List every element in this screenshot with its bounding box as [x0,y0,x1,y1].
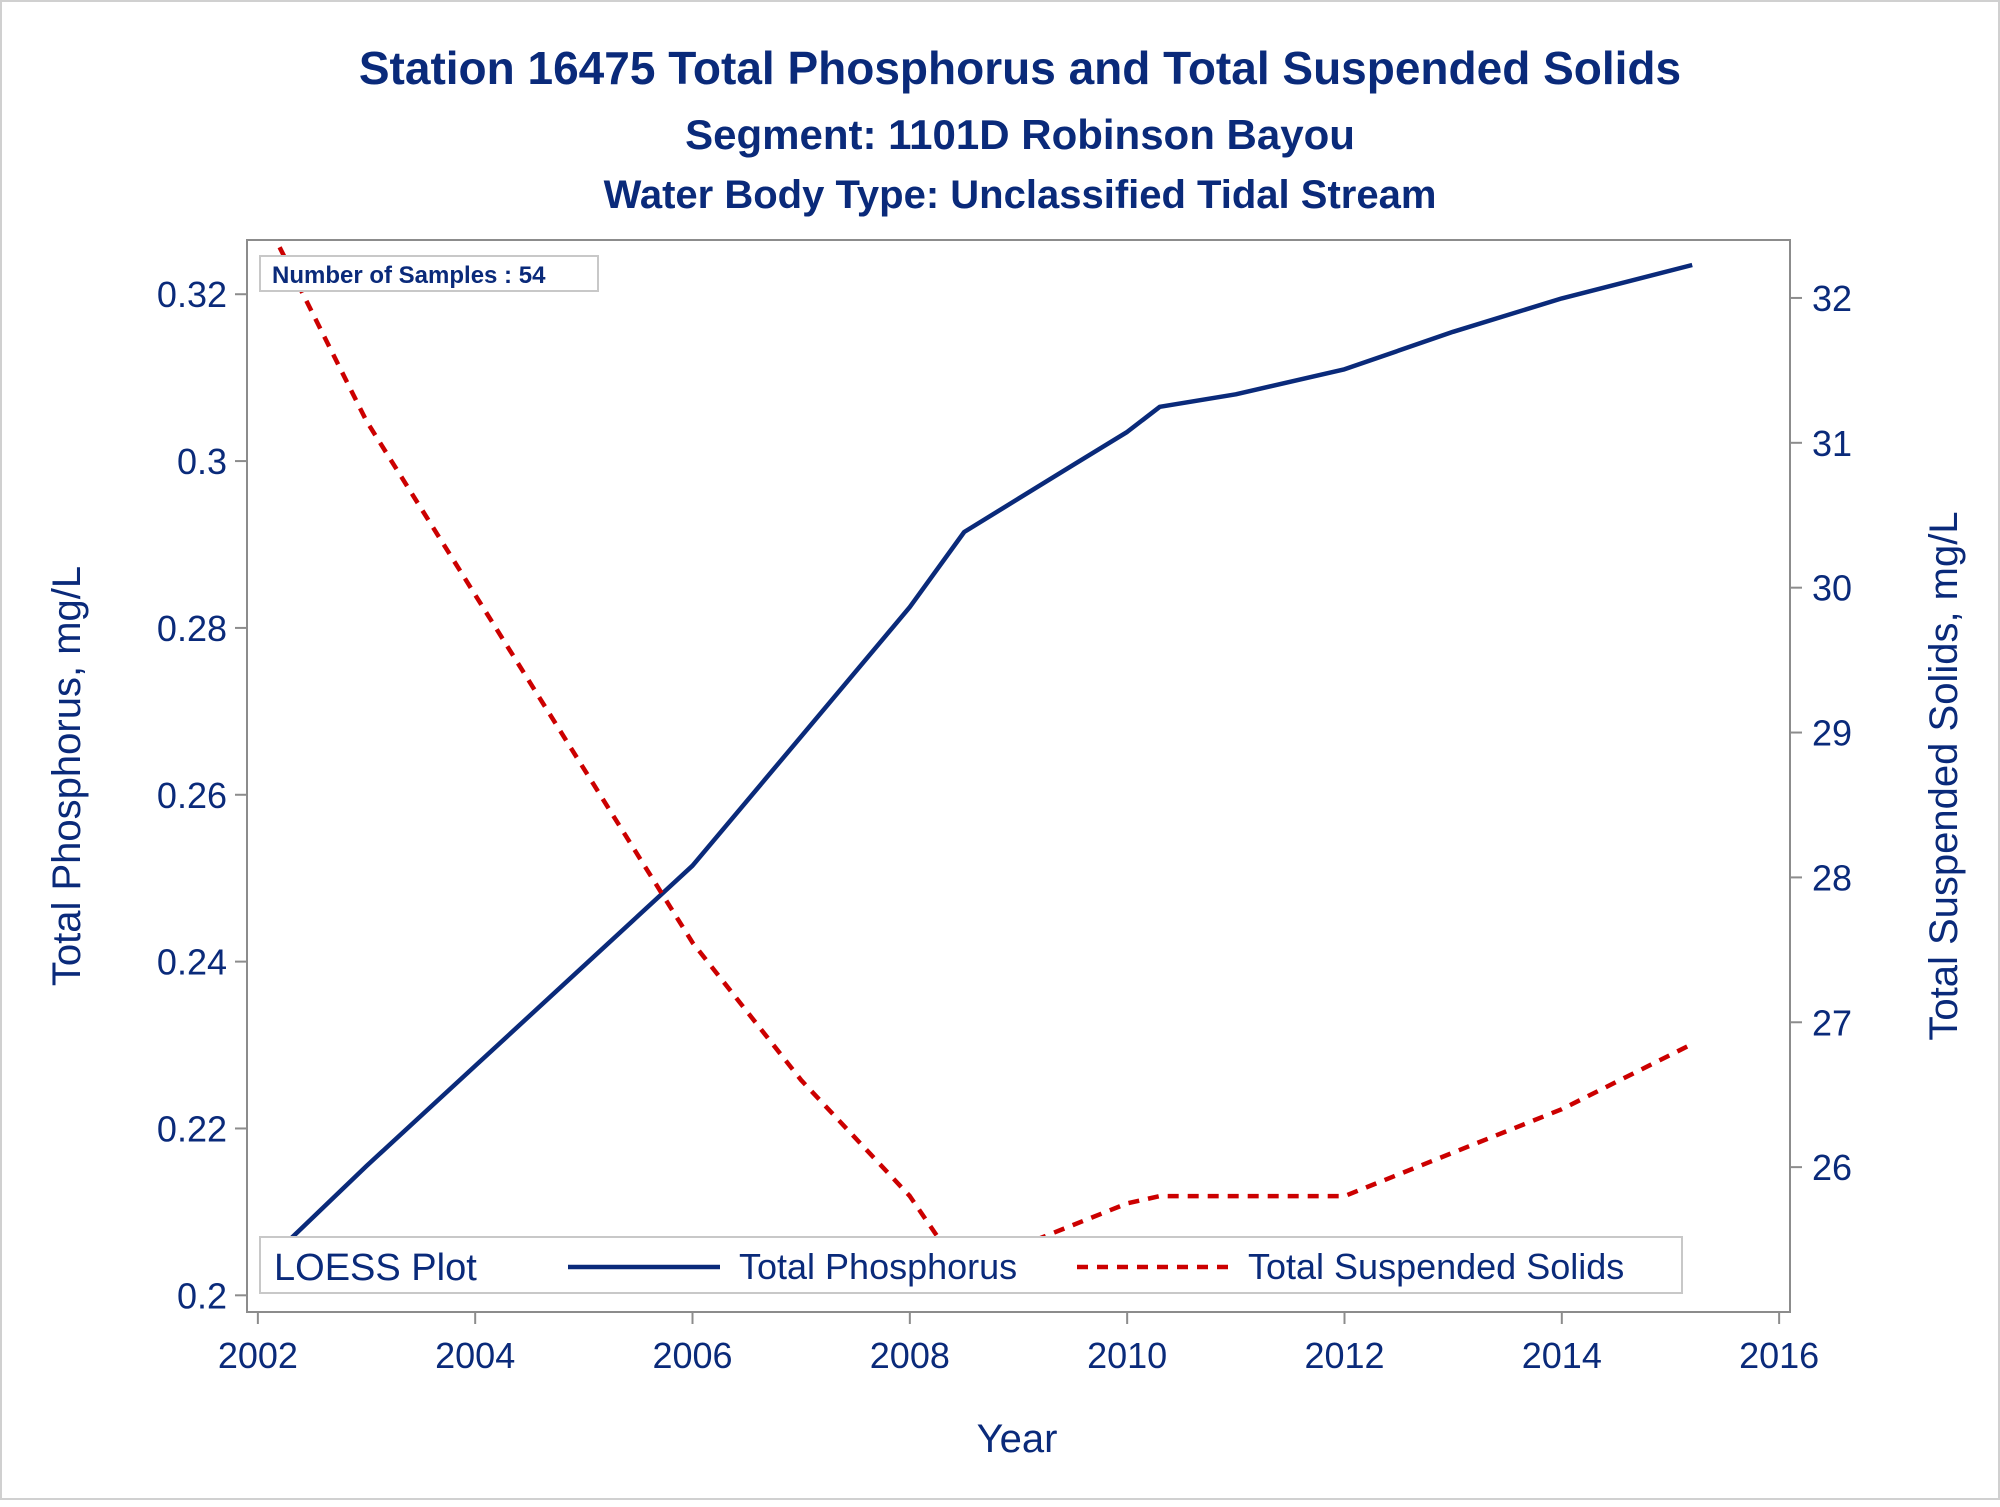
legend: LOESS Plot Total Phosphorus Total Suspen… [259,1236,1683,1294]
samples-inset-text: Number of Samples : 54 [272,262,546,289]
x-axis-label: Year [977,1417,1058,1461]
y2-tick-label: 30 [1812,568,1852,609]
y-axis: 0.2 0.22 0.24 0.26 0.28 0.3 0.32 [157,274,247,1316]
y2-tick-label: 32 [1812,278,1852,319]
y2-axis: 26 27 28 29 30 31 32 [1790,278,1852,1188]
y-tick-label: 0.24 [157,942,227,983]
legend-label-total-suspended-solids: Total Suspended Solids [1248,1246,1624,1287]
y2-tick-label: 27 [1812,1002,1852,1043]
y-tick-label: 0.3 [177,441,227,482]
x-tick-label: 2016 [1739,1335,1819,1376]
samples-inset-box [259,255,599,292]
y-axis-label: Total Phosphorus, mg/L [45,566,89,986]
y2-tick-label: 29 [1812,713,1852,754]
y-tick-label: 0.26 [157,775,227,816]
x-tick-label: 2006 [652,1335,732,1376]
y-tick-label: 0.28 [157,608,227,649]
y2-tick-label: 31 [1812,423,1852,464]
x-tick-label: 2002 [218,1335,298,1376]
chart-subtitle: Segment: 1101D Robinson Bayou [685,111,1355,158]
x-tick-label: 2010 [1087,1335,1167,1376]
samples-inset: Number of Samples : 54 [259,255,599,292]
chart-subtitle-2: Water Body Type: Unclassified Tidal Stre… [604,173,1437,217]
x-tick-label: 2014 [1522,1335,1602,1376]
y-tick-label: 0.22 [157,1108,227,1149]
legend-box [259,1236,1683,1294]
x-tick-label: 2008 [870,1335,950,1376]
y2-tick-label: 28 [1812,857,1852,898]
x-axis: 2002 2004 2006 2008 2010 2012 2014 2016 [218,1312,1819,1376]
y-tick-label: 0.2 [177,1275,227,1316]
series-line-total-phosphorus [278,262,1693,1252]
y-tick-label: 0.32 [157,274,227,315]
y2-tick-label: 26 [1812,1147,1852,1188]
legend-title: LOESS Plot [274,1247,477,1289]
x-tick-label: 2012 [1304,1335,1384,1376]
x-tick-label: 2004 [435,1335,515,1376]
plot-area [246,239,1791,1313]
chart-title: Station 16475 Total Phosphorus and Total… [359,42,1681,94]
y2-axis-label: Total Suspended Solids, mg/L [1922,511,1966,1040]
legend-label-total-phosphorus: Total Phosphorus [739,1246,1017,1287]
